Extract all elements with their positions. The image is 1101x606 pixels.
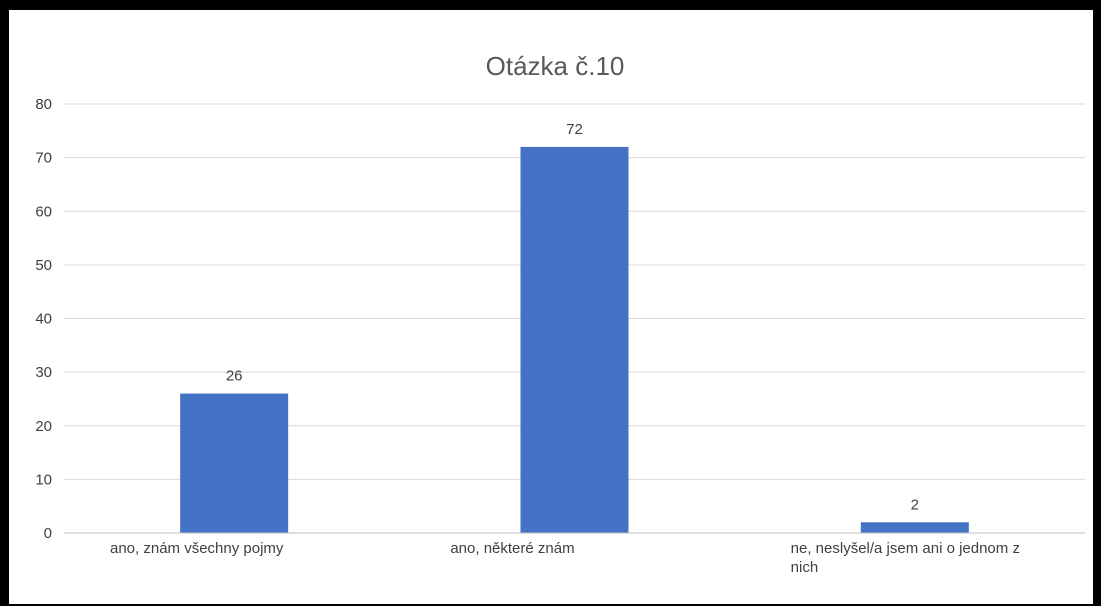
y-tick-label: 70 bbox=[35, 150, 52, 167]
x-category-label: ano, některé znám bbox=[450, 540, 574, 557]
y-tick-label: 60 bbox=[35, 203, 52, 220]
data-labels: 26 72 2 bbox=[226, 121, 919, 513]
y-tick-label: 80 bbox=[35, 96, 52, 113]
y-tick-label: 30 bbox=[35, 364, 52, 381]
x-axis-category-labels: ano, znám všechny pojmy ano, některé znám… bbox=[110, 540, 1020, 576]
data-label: 72 bbox=[566, 121, 583, 138]
bar bbox=[520, 146, 629, 533]
x-category-label: ano, znám všechny pojmy bbox=[110, 540, 284, 557]
bars bbox=[180, 146, 969, 533]
bar bbox=[860, 522, 969, 533]
y-tick-label: 10 bbox=[35, 471, 52, 488]
data-label: 26 bbox=[226, 368, 243, 385]
data-label: 2 bbox=[911, 496, 919, 513]
y-tick-label: 0 bbox=[44, 525, 52, 542]
y-tick-label: 50 bbox=[35, 257, 52, 274]
x-category-label: ne, neslyšel/a jsem ani o jednom z nich bbox=[791, 540, 1020, 576]
y-axis-tick-labels: 0 10 20 30 40 50 60 70 80 bbox=[35, 96, 52, 542]
y-tick-label: 20 bbox=[35, 418, 52, 435]
chart-title: Otázka č.10 bbox=[486, 51, 625, 81]
y-tick-label: 40 bbox=[35, 311, 52, 328]
bar bbox=[180, 393, 289, 533]
